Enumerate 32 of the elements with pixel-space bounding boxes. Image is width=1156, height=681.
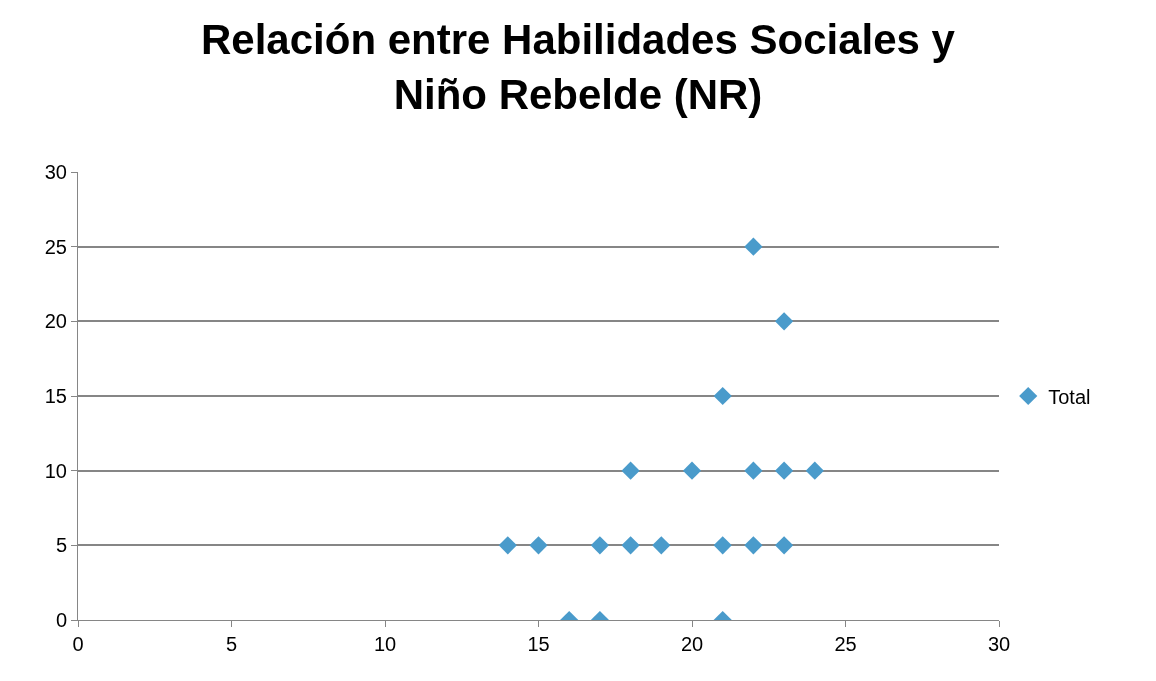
point xyxy=(775,536,794,555)
x-tick-label: 15 xyxy=(527,633,550,655)
x-tick-label: 25 xyxy=(834,633,857,655)
chart-title: Relación entre Habilidades Sociales y Niño Rebelde (NR) xyxy=(201,16,956,119)
y-tick-label: 5 xyxy=(55,534,67,557)
y-tick-label: 0 xyxy=(55,609,67,631)
point xyxy=(713,386,732,406)
point xyxy=(775,312,794,331)
x-tick-label: 5 xyxy=(225,633,238,655)
y-tick-label: 25 xyxy=(44,235,67,258)
y-tick-label: 10 xyxy=(44,459,67,482)
y-tick-label: 30 xyxy=(44,161,67,183)
point xyxy=(682,461,702,480)
point xyxy=(805,461,824,480)
x-tick-label: 10 xyxy=(373,633,397,655)
point xyxy=(744,237,763,256)
point xyxy=(744,536,763,555)
point xyxy=(529,536,548,555)
point xyxy=(498,536,517,555)
point xyxy=(621,461,640,480)
y-tick-label: 15 xyxy=(44,385,67,407)
x-tick-label: 30 xyxy=(987,633,1011,655)
point xyxy=(775,461,794,480)
point xyxy=(621,536,640,555)
point xyxy=(713,536,732,555)
point xyxy=(652,536,671,555)
x-tick-label: 0 xyxy=(72,633,84,655)
y-tick-label: 20 xyxy=(44,310,67,333)
point xyxy=(590,536,609,555)
point xyxy=(744,461,763,480)
x-tick-label: 20 xyxy=(680,633,704,655)
legend-label: Total xyxy=(1048,385,1091,408)
